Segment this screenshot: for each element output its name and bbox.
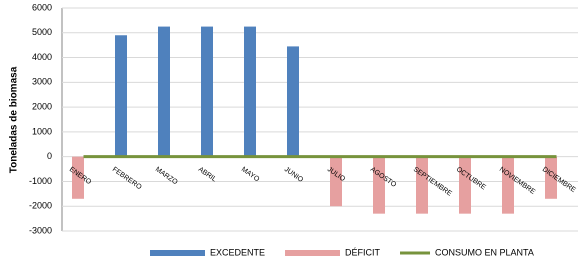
bar (287, 46, 299, 157)
bar (416, 156, 428, 214)
bar (115, 35, 127, 157)
bar (158, 26, 170, 157)
y-tick-label: 4000 (32, 52, 52, 62)
y-tick-label: -1000 (29, 176, 52, 186)
legend-label: DÉFICIT (345, 247, 381, 257)
y-tick-label: 6000 (32, 2, 52, 12)
y-tick-label: 2000 (32, 101, 52, 111)
bar (459, 156, 471, 214)
x-tick-label: MARZO (154, 166, 179, 187)
legend-swatch (150, 250, 205, 256)
x-tick-label: ABRIL (197, 166, 218, 183)
bar (330, 156, 342, 207)
y-tick-label: -2000 (29, 201, 52, 211)
y-tick-label: -3000 (29, 225, 52, 235)
bar (373, 156, 385, 214)
bar (72, 156, 84, 199)
legend-label: EXCEDENTE (210, 247, 265, 257)
bar (201, 26, 213, 157)
y-tick-label: 0 (47, 151, 52, 161)
y-axis-label: Toneladas de biomasa (9, 66, 20, 173)
bar (502, 156, 514, 214)
y-tick-label: 3000 (32, 77, 52, 87)
legend-swatch (285, 250, 341, 256)
legend-label: CONSUMO EN PLANTA (435, 247, 534, 257)
y-tick-label: 1000 (32, 126, 52, 136)
y-tick-label: 5000 (32, 27, 52, 37)
bar (545, 156, 557, 199)
x-tick-label: FEBRERO (111, 166, 143, 191)
bar (244, 26, 256, 157)
